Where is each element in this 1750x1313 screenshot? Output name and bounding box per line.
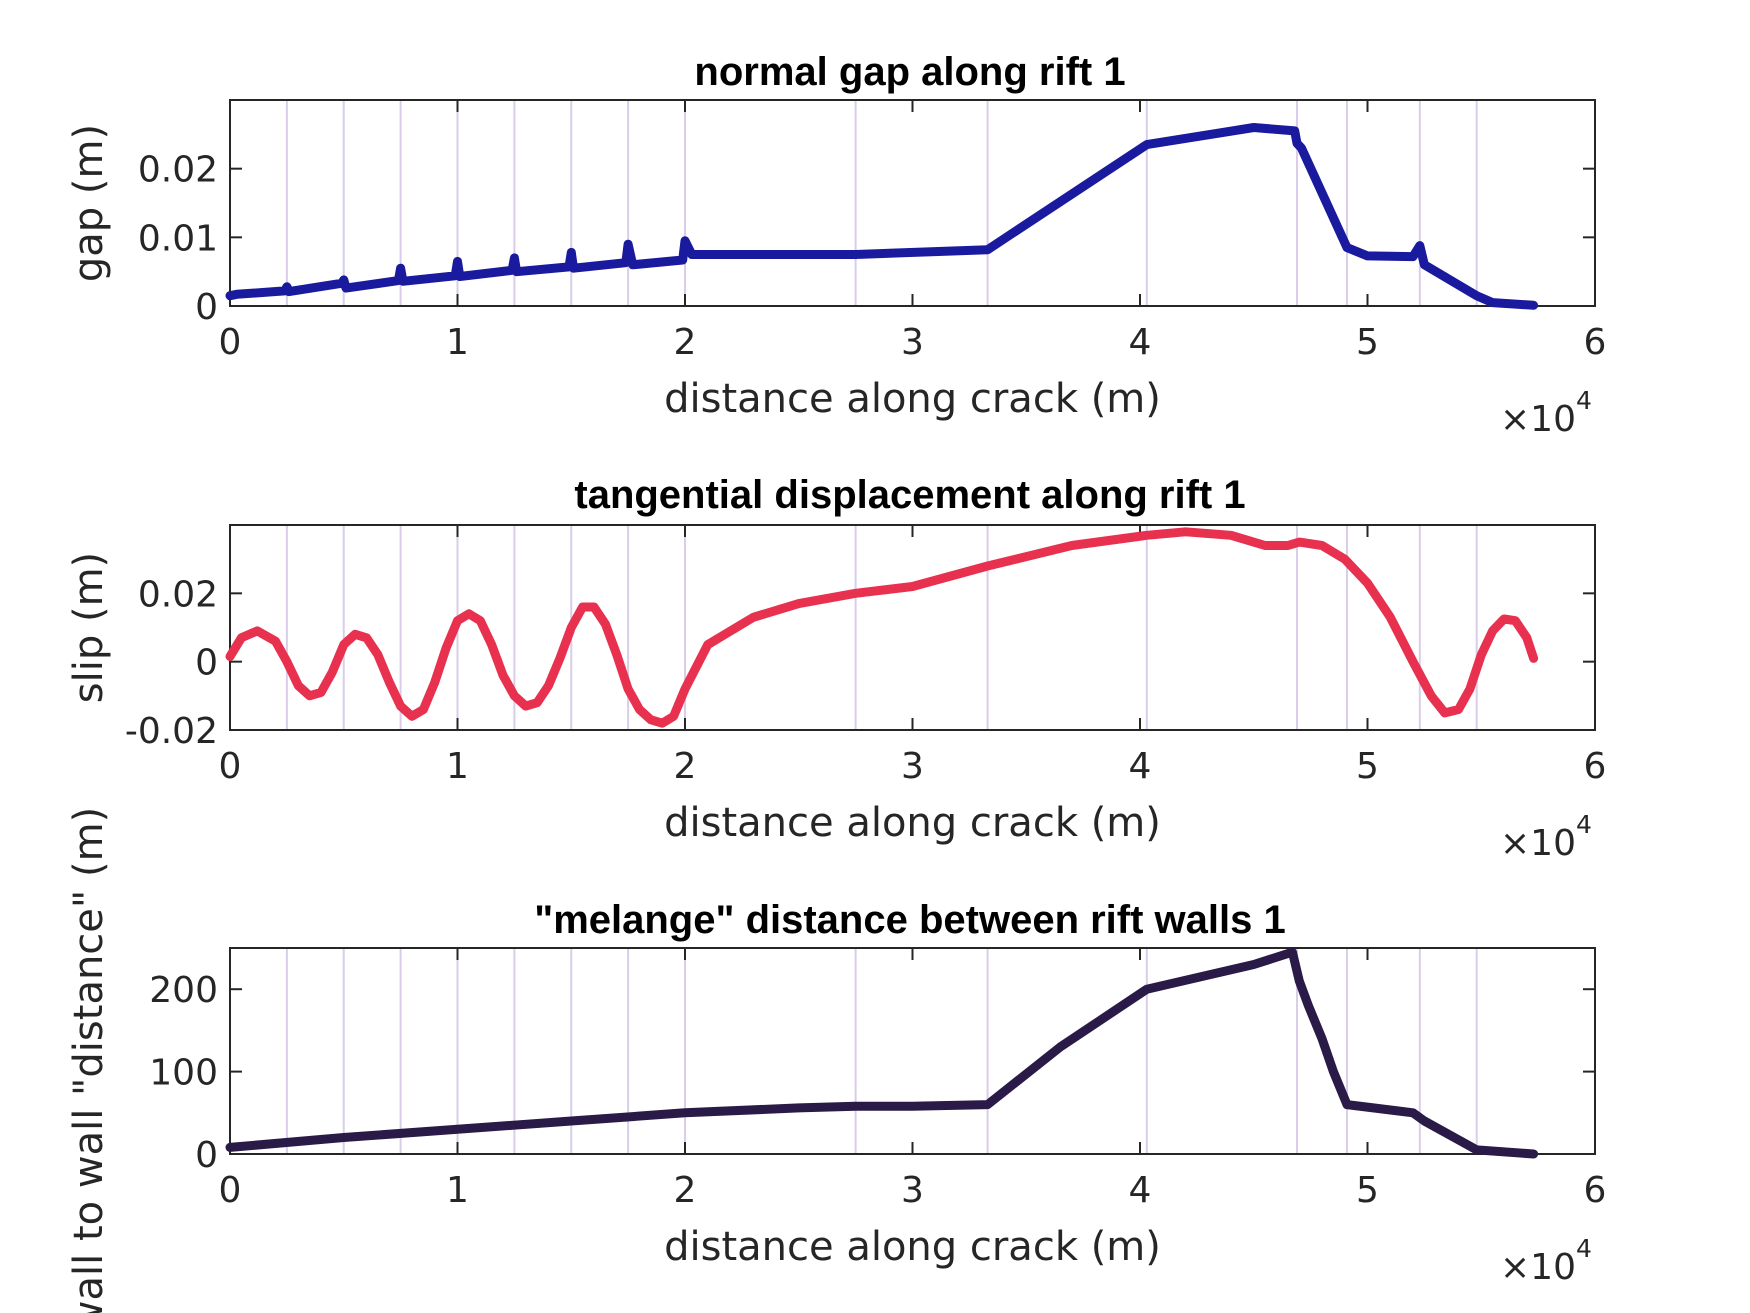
data-series-line [225, 947, 1539, 1159]
x-tick-label: 0 [219, 322, 242, 363]
data-series-line [225, 527, 1539, 728]
x-axis-label: distance along crack (m) [664, 800, 1161, 846]
x-axis-multiplier-exponent: 4 [1576, 1234, 1592, 1263]
x-tick-label: 1 [446, 1170, 469, 1211]
axes-frame [229, 524, 1596, 731]
y-axis-label: wall to wall "distance" (m) [66, 807, 112, 1313]
x-tick-label: 6 [1584, 322, 1607, 363]
x-axis-multiplier-exponent: 4 [1576, 810, 1592, 839]
chart-panel-3: 0 1 2 3 4 5 6 0 100 200 "melange" distance between… [66, 807, 1606, 1313]
chart-panel-1: 0 1 2 3 4 5 6 0 0.01 0.02 normal gap along rift 1 d… [66, 50, 1606, 440]
axes-frame [229, 947, 1596, 1155]
x-tick-label: 2 [674, 746, 697, 787]
y-tick-label: 100 [149, 1053, 218, 1094]
y-tick-label: -0.02 [125, 711, 218, 752]
x-axis-multiplier: ×104 [1500, 1234, 1592, 1288]
x-tick-label: 2 [674, 322, 697, 363]
x-tick-label: 4 [1129, 746, 1152, 787]
x-tick-label: 0 [219, 1170, 242, 1211]
x-tick-label: 4 [1129, 322, 1152, 363]
y-axis-label: gap (m) [66, 124, 112, 282]
x-tick-label: 1 [446, 322, 469, 363]
x-tick-label: 0 [219, 746, 242, 787]
y-tick-label: 0.02 [138, 150, 218, 191]
x-axis-multiplier: ×104 [1500, 810, 1592, 864]
y-tick-label: 200 [149, 970, 218, 1011]
x-tick-label: 6 [1584, 746, 1607, 787]
x-tick-label: 3 [901, 322, 924, 363]
x-axis-multiplier: ×104 [1500, 386, 1592, 440]
x-tick-label: 5 [1356, 746, 1379, 787]
x-tick-label: 6 [1584, 1170, 1607, 1211]
x-axis-multiplier-exponent: 4 [1576, 386, 1592, 415]
y-tick-label: 0 [195, 1135, 218, 1176]
x-tick-label: 1 [446, 746, 469, 787]
y-tick-label: 0 [195, 287, 218, 328]
y-tick-label: 0.02 [138, 574, 218, 615]
x-tick-label: 5 [1356, 322, 1379, 363]
x-axis-label: distance along crack (m) [664, 1224, 1161, 1270]
data-series-line [225, 123, 1539, 310]
y-axis-label: slip (m) [66, 552, 112, 703]
x-tick-label: 5 [1356, 1170, 1379, 1211]
chart-title: normal gap along rift 1 [694, 50, 1125, 94]
x-tick-label: 3 [901, 1170, 924, 1211]
x-axis-label: distance along crack (m) [664, 376, 1161, 422]
y-tick-label: 0 [195, 643, 218, 684]
chart-title: "melange" distance between rift walls 1 [534, 898, 1286, 942]
x-tick-label: 4 [1129, 1170, 1152, 1211]
x-tick-label: 2 [674, 1170, 697, 1211]
chart-title: tangential displacement along rift 1 [574, 473, 1245, 517]
x-tick-label: 3 [901, 746, 924, 787]
y-tick-label: 0.01 [138, 218, 218, 259]
